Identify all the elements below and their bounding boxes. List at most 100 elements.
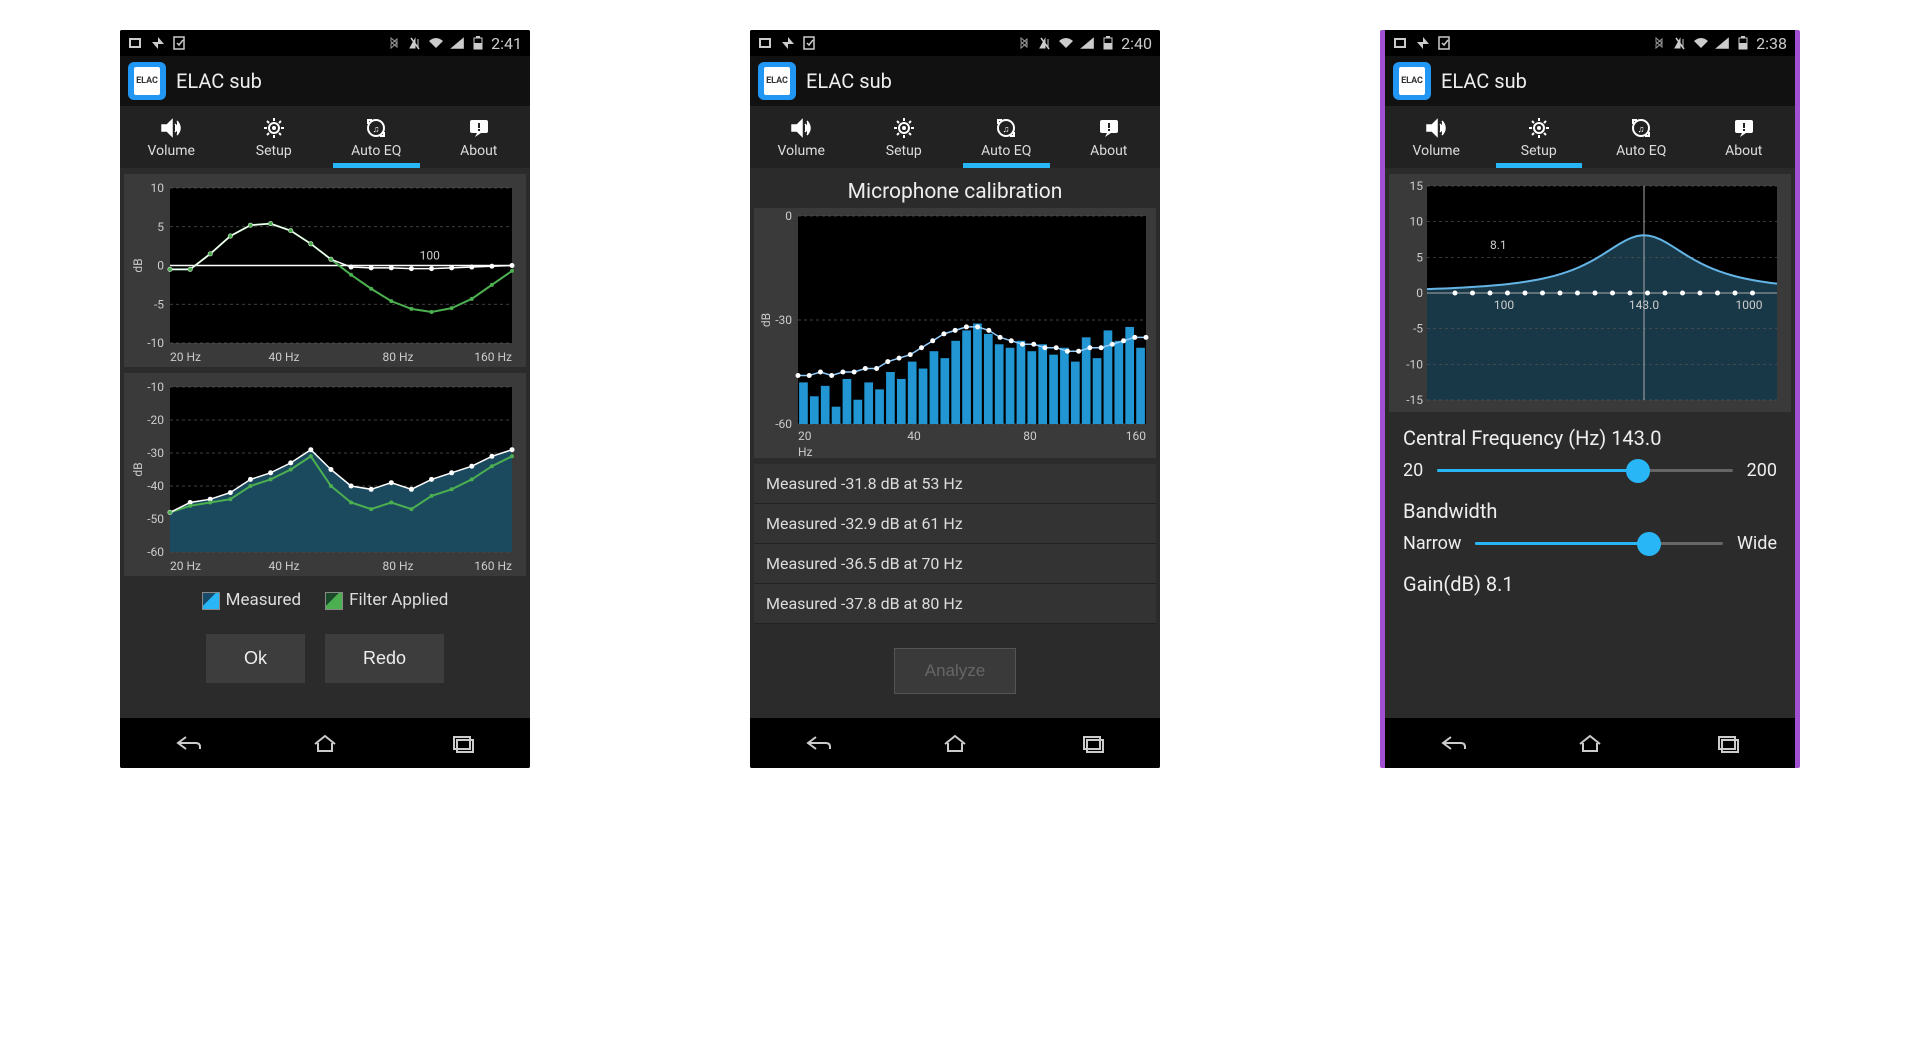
bandwidth-label: Bandwidth <box>1403 499 1777 523</box>
svg-text:8.1: 8.1 <box>1490 238 1507 252</box>
svg-text:160 Hz: 160 Hz <box>474 559 512 573</box>
svg-text:-10: -10 <box>1406 357 1423 371</box>
legend-swatch-filter <box>325 592 343 610</box>
status-right: 2:38 <box>1651 34 1787 53</box>
recent-icon[interactable] <box>1711 731 1743 755</box>
clock: 2:40 <box>1121 34 1152 53</box>
slider[interactable] <box>1475 542 1723 545</box>
svg-text:dB: dB <box>131 258 145 272</box>
app-title: ELAC sub <box>176 69 262 93</box>
tab-label: Auto EQ <box>1616 143 1666 159</box>
android-nav-bar <box>1385 718 1795 768</box>
tab-label: Auto EQ <box>351 143 401 159</box>
recent-icon[interactable] <box>1076 731 1108 755</box>
svg-text:-40: -40 <box>147 479 164 493</box>
gain-label: Gain(dB) 8.1 <box>1403 572 1777 596</box>
home-icon[interactable] <box>939 731 971 755</box>
clock: 2:38 <box>1756 34 1787 53</box>
line-chart: -60-50-40-30-20-1020 Hz40 Hz80 Hz160 Hz … <box>130 379 520 574</box>
mic-chart-panel: -60-300204080160Hz dB <box>754 208 1156 458</box>
svg-text:-60: -60 <box>147 545 164 559</box>
svg-text:♫: ♫ <box>373 125 380 135</box>
svg-text:80 Hz: 80 Hz <box>383 559 414 573</box>
tab-label: About <box>1725 143 1762 159</box>
app-logo-icon: ELAC <box>1393 62 1431 100</box>
svg-text:143.0: 143.0 <box>1629 298 1659 312</box>
legend: Measured Filter Applied <box>124 582 526 618</box>
tab-volume[interactable]: Volume <box>750 106 853 168</box>
status-left <box>758 36 818 50</box>
svg-text:-15: -15 <box>1406 393 1423 407</box>
cf-max: 200 <box>1747 460 1777 481</box>
svg-text:0: 0 <box>785 209 792 223</box>
svg-text:80: 80 <box>1023 429 1037 443</box>
svg-text:♫: ♫ <box>1003 125 1010 135</box>
redo-button[interactable]: Redo <box>325 634 444 683</box>
svg-text:160: 160 <box>1126 429 1146 443</box>
tab-bar: Volume Setup ♫ Auto EQ About <box>1385 106 1795 168</box>
tab-about[interactable]: About <box>1058 106 1161 168</box>
tab-auto-eq[interactable]: ♫ Auto EQ <box>1590 106 1693 168</box>
svg-text:40 Hz: 40 Hz <box>269 350 300 364</box>
tab-label: Volume <box>1413 143 1460 159</box>
status-bar: 2:38 <box>1385 30 1795 56</box>
back-icon[interactable] <box>802 731 834 755</box>
bar-chart: -60-300204080160Hz dB <box>756 208 1154 458</box>
home-icon[interactable] <box>1574 731 1606 755</box>
tab-label: Setup <box>1521 143 1557 159</box>
tab-label: Auto EQ <box>981 143 1031 159</box>
tab-setup[interactable]: Setup <box>853 106 956 168</box>
tab-about[interactable]: About <box>1693 106 1796 168</box>
svg-text:20: 20 <box>798 429 812 443</box>
chart-panel-1: -10-5051020 Hz40 Hz80 Hz160 Hz100 dB <box>124 174 526 367</box>
tab-about[interactable]: About <box>428 106 531 168</box>
measurement-row: Measured -36.5 dB at 70 Hz <box>754 544 1156 584</box>
chart-panel-2: -60-50-40-30-20-1020 Hz40 Hz80 Hz160 Hz … <box>124 373 526 576</box>
status-right: 2:40 <box>1016 34 1152 53</box>
measurement-row: Measured -32.9 dB at 61 Hz <box>754 504 1156 544</box>
svg-text:Hz: Hz <box>798 445 813 458</box>
svg-text:♫: ♫ <box>1638 125 1645 135</box>
svg-text:1000: 1000 <box>1736 298 1763 312</box>
back-icon[interactable] <box>1437 731 1469 755</box>
back-icon[interactable] <box>172 731 204 755</box>
measurement-row: Measured -37.8 dB at 80 Hz <box>754 584 1156 624</box>
phone-screenshot-1: 2:41 ELAC ELAC sub VolumeSetup ♫ Auto EQ Ab… <box>120 30 530 768</box>
svg-text:5: 5 <box>157 220 164 234</box>
svg-text:40 Hz: 40 Hz <box>269 559 300 573</box>
tab-setup[interactable]: Setup <box>1488 106 1591 168</box>
svg-text:20 Hz: 20 Hz <box>170 559 201 573</box>
clock: 2:41 <box>491 34 522 53</box>
svg-text:160 Hz: 160 Hz <box>474 350 512 364</box>
svg-text:100: 100 <box>1494 298 1514 312</box>
svg-text:-20: -20 <box>147 413 164 427</box>
slider[interactable] <box>1437 469 1732 472</box>
tab-volume[interactable]: Volume <box>1385 106 1488 168</box>
recent-icon[interactable] <box>446 731 478 755</box>
tab-label: Volume <box>778 143 825 159</box>
bw-min: Narrow <box>1403 533 1461 554</box>
app-header: ELAC ELAC sub <box>750 56 1160 106</box>
section-title: Microphone calibration <box>754 174 1156 208</box>
analyze-button[interactable]: Analyze <box>894 648 1016 694</box>
tab-volume[interactable]: Volume <box>120 106 223 168</box>
home-icon[interactable] <box>309 731 341 755</box>
ok-button[interactable]: Ok <box>206 634 305 683</box>
status-bar: 2:41 <box>120 30 530 56</box>
status-left <box>128 36 188 50</box>
svg-text:-10: -10 <box>147 380 164 394</box>
tab-setup[interactable]: Setup <box>223 106 326 168</box>
status-bar: 2:40 <box>750 30 1160 56</box>
tab-auto-eq[interactable]: ♫ Auto EQ <box>955 106 1058 168</box>
phone-screenshot-2: 2:40 ELAC ELAC sub Volume Setup ♫ Auto EQ Ab… <box>750 30 1160 768</box>
cf-min: 20 <box>1403 460 1423 481</box>
svg-text:20 Hz: 20 Hz <box>170 350 201 364</box>
app-title: ELAC sub <box>806 69 892 93</box>
svg-text:0: 0 <box>1416 286 1423 300</box>
app-logo-icon: ELAC <box>128 62 166 100</box>
svg-text:dB: dB <box>759 313 773 327</box>
tab-auto-eq[interactable]: ♫ Auto EQ <box>325 106 428 168</box>
svg-text:-30: -30 <box>147 446 164 460</box>
svg-text:15: 15 <box>1410 179 1424 193</box>
central-freq-label: Central Frequency (Hz) 143.0 <box>1403 426 1777 450</box>
